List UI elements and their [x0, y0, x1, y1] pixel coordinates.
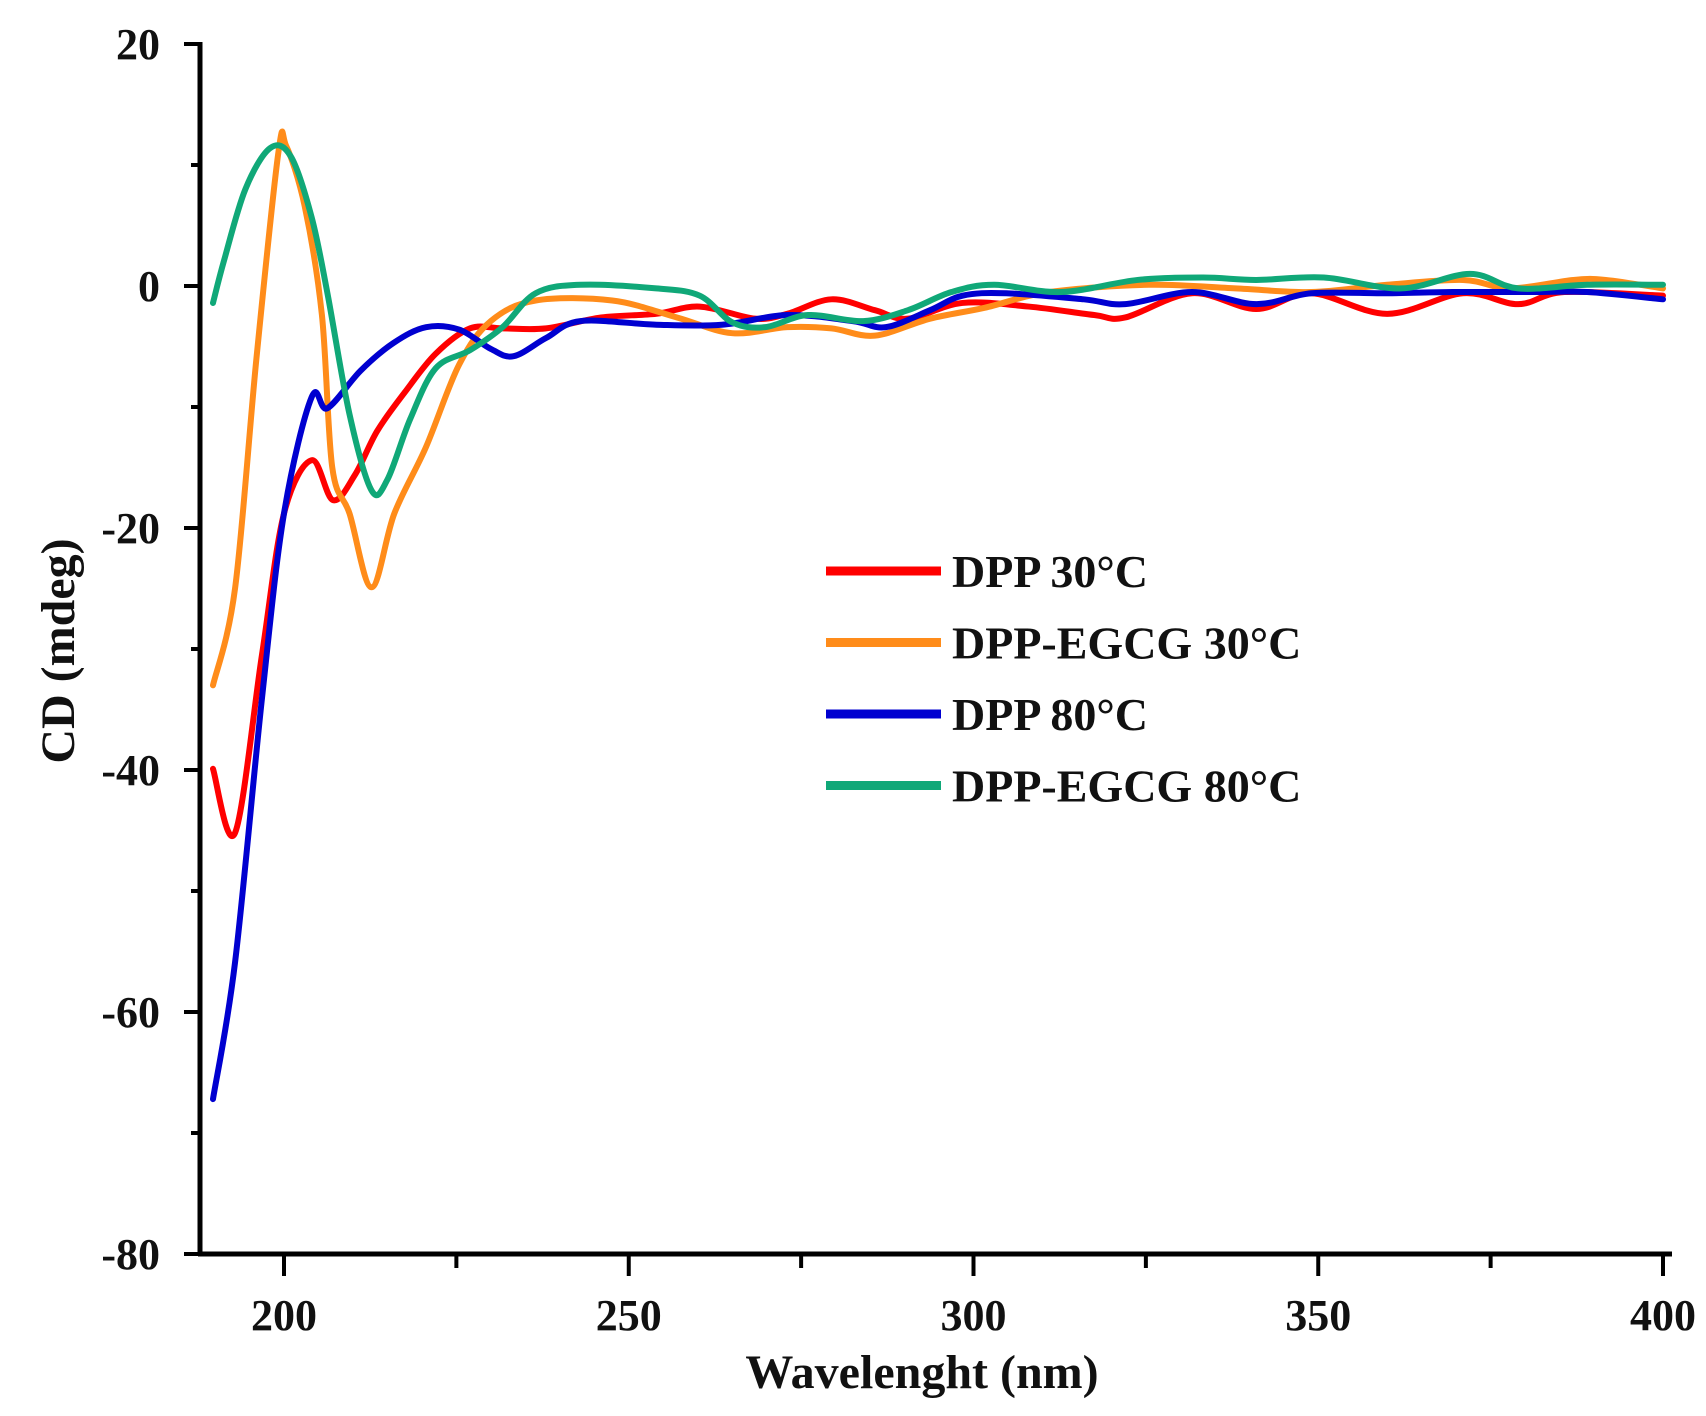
series-line-1 — [209, 128, 1666, 689]
y-tick-label: -60 — [101, 988, 160, 1037]
x-tick-label: 300 — [941, 1291, 1007, 1340]
series-line-3 — [209, 142, 1666, 499]
legend-label: DPP 80°C — [952, 689, 1148, 740]
x-axis-title: Wavelenght (nm) — [745, 1346, 1098, 1399]
x-tick-label: 350 — [1285, 1291, 1351, 1340]
ticks: -80 -60 -40 -20 0 20 200 250 300 350 400 — [101, 20, 1696, 1340]
y-axis-title: CD (mdeg) — [32, 538, 85, 763]
y-tick-label: 0 — [138, 262, 160, 311]
legend: DPP 30°C DPP-EGCG 30°C DPP 80°C DPP-EGCG 80… — [826, 546, 1301, 812]
legend-label: DPP-EGCG 30°C — [952, 618, 1301, 669]
x-tick-label: 200 — [251, 1291, 317, 1340]
y-tick-label: 20 — [116, 20, 160, 69]
legend-label: DPP 30°C — [952, 546, 1148, 597]
axes — [197, 42, 1672, 1257]
legend-label: DPP-EGCG 80°C — [952, 761, 1301, 812]
y-tick-label: -80 — [101, 1230, 160, 1279]
series-layer — [209, 128, 1666, 1103]
series-line-2 — [209, 288, 1666, 1103]
y-tick-label: -40 — [101, 746, 160, 795]
y-tick-label: -20 — [101, 504, 160, 553]
x-tick-label: 250 — [596, 1291, 662, 1340]
x-tick-label: 400 — [1630, 1291, 1696, 1340]
